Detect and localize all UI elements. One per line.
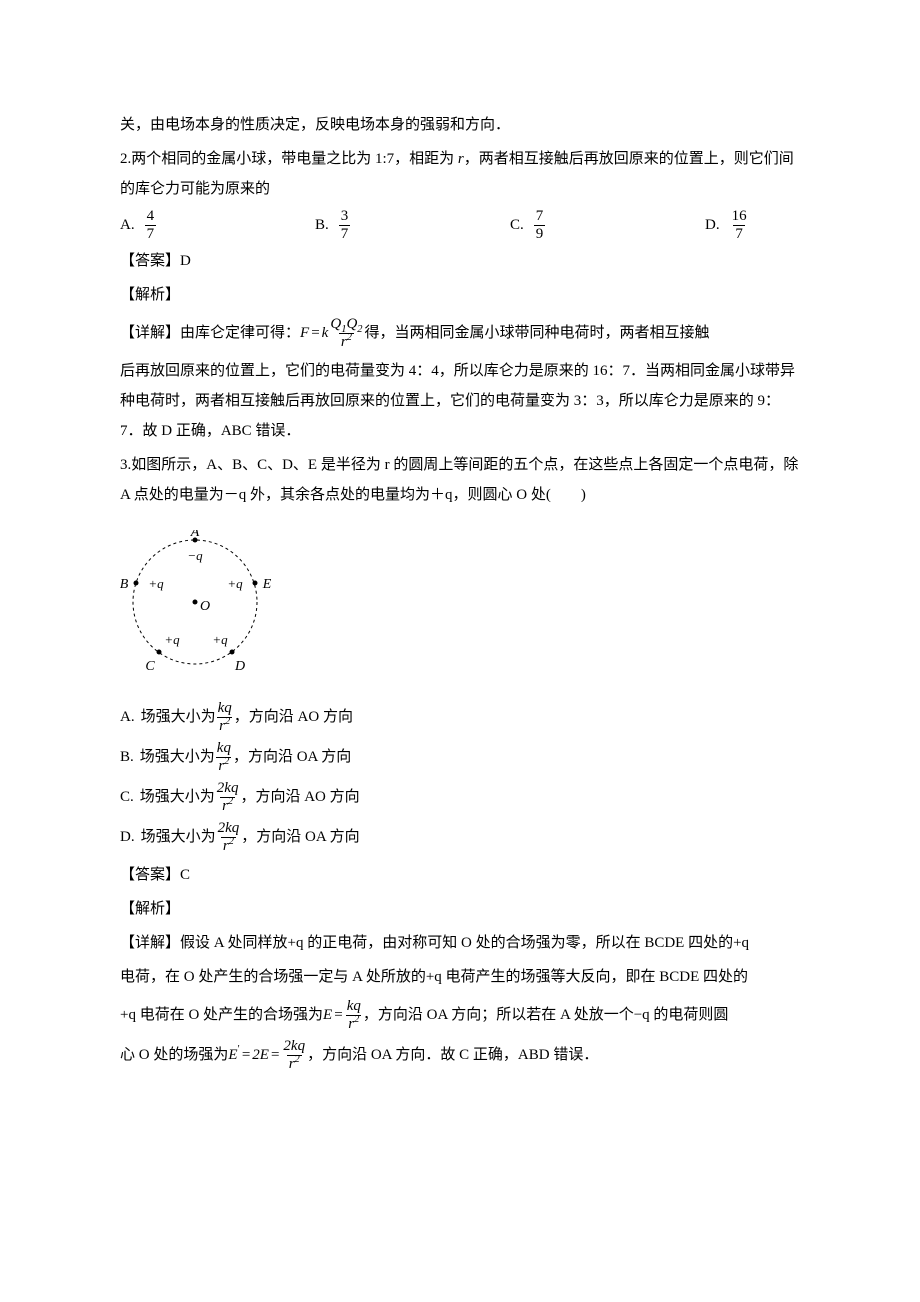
q2-opt-b: B. 3 7 (315, 208, 510, 242)
formula-Eprime: E′ = 2E = 2kq r2 (228, 1038, 307, 1072)
opt-label: B. (120, 746, 134, 769)
formula-E: E = kq r2 (323, 998, 363, 1032)
opt-text: ，方向沿 OA 方向 (241, 826, 359, 849)
fraction: 4 7 (145, 208, 157, 242)
opt-label: B. (315, 210, 329, 240)
charge-b: +q (148, 576, 164, 591)
detail-text: 心 O 处的场强为 (120, 1044, 228, 1067)
label-b: B (120, 577, 129, 592)
q3-analysis-label: 【解析】 (120, 894, 800, 924)
q2-options: A. 4 7 B. 3 7 C. 7 9 D. 16 7 (120, 208, 800, 242)
fraction: Q1Q2 r2 (328, 316, 364, 350)
fraction: kq r2 (216, 700, 234, 734)
fraction: 16 7 (730, 208, 749, 242)
detail-text: ，方向沿 OA 方向．故 C 正确，ABD 错误． (307, 1044, 598, 1067)
label-o: O (200, 599, 210, 614)
opt-label: A. (120, 210, 135, 240)
point-c (157, 650, 162, 655)
q3-detail-1: 【详解】假设 A 处同样放+q 的正电荷，由对称可知 O 处的合场强为零，所以在… (120, 928, 800, 958)
q3-opt-b: B. 场强大小为 kq r2 ，方向沿 OA 方向 (120, 740, 800, 774)
charge-e: +q (227, 576, 243, 591)
q3-answer: 【答案】C (120, 860, 800, 890)
label-d: D (234, 659, 245, 674)
fraction: 3 7 (339, 208, 351, 242)
q3-detail-3: +q 电荷在 O 处产生的合场强为 E = kq r2 ，方向沿 OA 方向；所… (120, 998, 800, 1032)
opt-label: C. (120, 786, 134, 809)
label-e: E (262, 577, 272, 592)
detail-text: +q 电荷在 O 处产生的合场强为 (120, 1004, 323, 1027)
opt-text: 场强大小为 (141, 826, 216, 849)
q2-opt-a: A. 4 7 (120, 208, 315, 242)
detail-text: 得，当两相同金属小球带同种电荷时，两者相互接触 (365, 322, 710, 345)
opt-text: 场强大小为 (140, 746, 215, 769)
fraction: 2kq r2 (215, 780, 241, 814)
opt-label: D. (705, 210, 720, 240)
point-o (193, 600, 198, 605)
q2-analysis-label: 【解析】 (120, 280, 800, 310)
q3-opt-c: C. 场强大小为 2kq r2 ，方向沿 AO 方向 (120, 780, 800, 814)
q2-detail-line1: 【详解】由库仑定律可得： F = k Q1Q2 r2 得，当两相同金属小球带同种… (120, 316, 800, 350)
q2-text1: 两个相同的金属小球，带电量之比为 1:7，相距为 (131, 151, 454, 167)
q3-opt-d: D. 场强大小为 2kq r2 ，方向沿 OA 方向 (120, 820, 800, 854)
pentagon-circle-svg: A B C D E O −q +q +q +q +q (120, 530, 285, 680)
opt-label: A. (120, 706, 135, 729)
opt-text: ，方向沿 AO 方向 (240, 786, 359, 809)
fraction: kq r2 (215, 740, 233, 774)
fraction: 2kq r2 (281, 1038, 307, 1072)
q2-opt-d: D. 16 7 (705, 208, 749, 242)
detail-text: 假设 A 处同样放+q 的正电荷，由对称可知 O 处的合场强为零，所以在 BCD… (180, 935, 749, 951)
q3-stem: 3.如图所示，A、B、C、D、E 是半径为 r 的圆周上等间距的五个点，在这些点… (120, 450, 800, 510)
top-fragment: 关，由电场本身的性质决定，反映电场本身的强弱和方向． (120, 110, 800, 140)
opt-text: 场强大小为 (140, 786, 215, 809)
q2-detail-rest: 后再放回原来的位置上，它们的电荷量变为 4：4，所以库仑力是原来的 16：7．当… (120, 356, 800, 446)
opt-text: ，方向沿 OA 方向 (233, 746, 351, 769)
answer-value: C (180, 867, 190, 883)
detail-label: 【详解】 (120, 935, 180, 951)
q2-number: 2. (120, 151, 131, 167)
answer-label: 【答案】 (120, 253, 180, 269)
q3-detail-4: 心 O 处的场强为 E′ = 2E = 2kq r2 ，方向沿 OA 方向．故 … (120, 1038, 800, 1072)
opt-text: ，方向沿 AO 方向 (234, 706, 353, 729)
point-d (230, 650, 235, 655)
point-b (134, 581, 139, 586)
opt-label: C. (510, 210, 524, 240)
answer-value: D (180, 253, 191, 269)
fraction: 2kq r2 (216, 820, 242, 854)
coulomb-formula: F = k Q1Q2 r2 (300, 316, 365, 350)
q2-stem: 2.两个相同的金属小球，带电量之比为 1:7，相距为 r，两者相互接触后再放回原… (120, 144, 800, 204)
fraction: kq r2 (345, 998, 363, 1032)
charge-d: +q (212, 632, 228, 647)
opt-label: D. (120, 826, 135, 849)
point-e (253, 581, 258, 586)
q3-number: 3. (120, 457, 131, 473)
detail-label: 【详解】 (120, 322, 180, 345)
detail-text: 由库仑定律可得： (180, 322, 300, 345)
detail-text: ，方向沿 OA 方向；所以若在 A 处放一个−q 的电荷则圆 (363, 1004, 729, 1027)
opt-text: 场强大小为 (141, 706, 216, 729)
label-c: C (145, 659, 155, 674)
q3-diagram: A B C D E O −q +q +q +q +q (120, 530, 800, 680)
fraction: 7 9 (534, 208, 546, 242)
label-a: A (190, 530, 200, 540)
q3-detail-2: 电荷，在 O 处产生的合场强一定与 A 处所放的+q 电荷产生的场强等大反向，即… (120, 962, 800, 992)
q2-answer: 【答案】D (120, 246, 800, 276)
q3-text1: 如图所示，A、B、C、D、E 是半径为 r 的圆周上等间距的五个点，在这些点上各… (120, 457, 798, 503)
charge-a: −q (187, 548, 203, 563)
charge-c: +q (164, 632, 180, 647)
answer-label: 【答案】 (120, 867, 180, 883)
q3-opt-a: A. 场强大小为 kq r2 ，方向沿 AO 方向 (120, 700, 800, 734)
q2-opt-c: C. 7 9 (510, 208, 705, 242)
